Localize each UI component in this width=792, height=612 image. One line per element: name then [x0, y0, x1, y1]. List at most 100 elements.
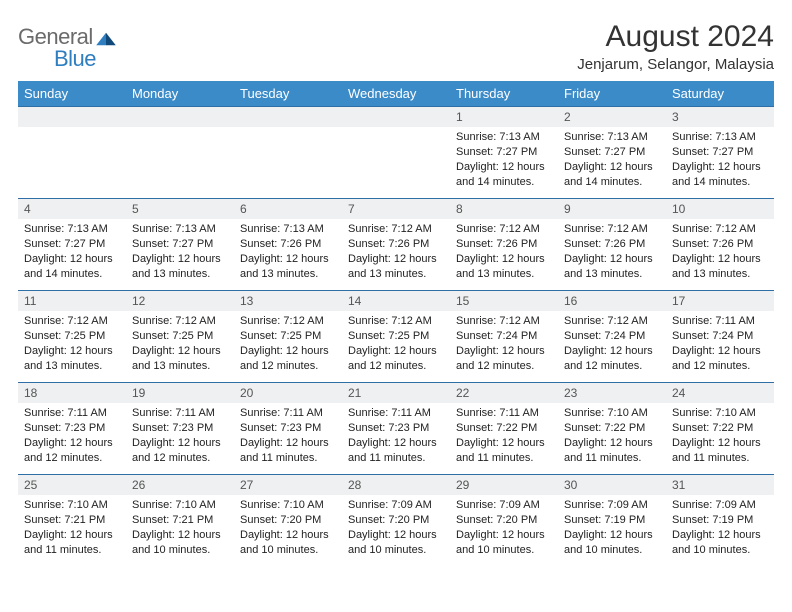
daylight-line: Daylight: 12 hours and 11 minutes. [348, 436, 444, 466]
sunset-line: Sunset: 7:20 PM [240, 513, 336, 528]
sunset-line: Sunset: 7:23 PM [348, 421, 444, 436]
daylight-line: Daylight: 12 hours and 13 minutes. [564, 252, 660, 282]
day-content: Sunrise: 7:10 AMSunset: 7:22 PMDaylight:… [558, 403, 666, 471]
sunrise-line: Sunrise: 7:10 AM [24, 498, 120, 513]
day-content: Sunrise: 7:12 AMSunset: 7:25 PMDaylight:… [342, 311, 450, 379]
day-cell: 15Sunrise: 7:12 AMSunset: 7:24 PMDayligh… [450, 291, 558, 383]
day-number: 28 [342, 475, 450, 495]
day-cell: 11Sunrise: 7:12 AMSunset: 7:25 PMDayligh… [18, 291, 126, 383]
daylight-line: Daylight: 12 hours and 11 minutes. [564, 436, 660, 466]
sunset-line: Sunset: 7:21 PM [24, 513, 120, 528]
day-cell: 30Sunrise: 7:09 AMSunset: 7:19 PMDayligh… [558, 475, 666, 567]
sunrise-line: Sunrise: 7:12 AM [132, 314, 228, 329]
day-content: Sunrise: 7:13 AMSunset: 7:27 PMDaylight:… [450, 127, 558, 195]
day-content: Sunrise: 7:11 AMSunset: 7:23 PMDaylight:… [342, 403, 450, 471]
empty-day [126, 107, 234, 127]
day-cell [126, 107, 234, 199]
daylight-line: Daylight: 12 hours and 12 minutes. [456, 344, 552, 374]
day-cell: 10Sunrise: 7:12 AMSunset: 7:26 PMDayligh… [666, 199, 774, 291]
day-number: 12 [126, 291, 234, 311]
day-number: 29 [450, 475, 558, 495]
sunset-line: Sunset: 7:27 PM [456, 145, 552, 160]
sunset-line: Sunset: 7:20 PM [456, 513, 552, 528]
logo: GeneralBlue [18, 24, 117, 72]
day-cell: 2Sunrise: 7:13 AMSunset: 7:27 PMDaylight… [558, 107, 666, 199]
day-number: 20 [234, 383, 342, 403]
day-cell: 5Sunrise: 7:13 AMSunset: 7:27 PMDaylight… [126, 199, 234, 291]
sunset-line: Sunset: 7:27 PM [564, 145, 660, 160]
day-cell: 31Sunrise: 7:09 AMSunset: 7:19 PMDayligh… [666, 475, 774, 567]
daylight-line: Daylight: 12 hours and 11 minutes. [24, 528, 120, 558]
day-cell: 3Sunrise: 7:13 AMSunset: 7:27 PMDaylight… [666, 107, 774, 199]
sunrise-line: Sunrise: 7:12 AM [456, 222, 552, 237]
sunset-line: Sunset: 7:27 PM [672, 145, 768, 160]
day-number: 11 [18, 291, 126, 311]
sunset-line: Sunset: 7:27 PM [132, 237, 228, 252]
day-content: Sunrise: 7:11 AMSunset: 7:23 PMDaylight:… [234, 403, 342, 471]
sunset-line: Sunset: 7:24 PM [456, 329, 552, 344]
day-cell: 19Sunrise: 7:11 AMSunset: 7:23 PMDayligh… [126, 383, 234, 475]
sunrise-line: Sunrise: 7:09 AM [348, 498, 444, 513]
sunrise-line: Sunrise: 7:12 AM [564, 222, 660, 237]
sunset-line: Sunset: 7:19 PM [564, 513, 660, 528]
day-number: 16 [558, 291, 666, 311]
sunrise-line: Sunrise: 7:10 AM [564, 406, 660, 421]
empty-day [234, 107, 342, 127]
day-content: Sunrise: 7:12 AMSunset: 7:24 PMDaylight:… [450, 311, 558, 379]
daylight-line: Daylight: 12 hours and 14 minutes. [456, 160, 552, 190]
day-number: 9 [558, 199, 666, 219]
sunset-line: Sunset: 7:25 PM [348, 329, 444, 344]
day-number: 22 [450, 383, 558, 403]
day-cell: 7Sunrise: 7:12 AMSunset: 7:26 PMDaylight… [342, 199, 450, 291]
daylight-line: Daylight: 12 hours and 13 minutes. [132, 252, 228, 282]
calendar-week-row: 18Sunrise: 7:11 AMSunset: 7:23 PMDayligh… [18, 383, 774, 475]
daylight-line: Daylight: 12 hours and 13 minutes. [672, 252, 768, 282]
daylight-line: Daylight: 12 hours and 11 minutes. [456, 436, 552, 466]
day-content: Sunrise: 7:13 AMSunset: 7:27 PMDaylight:… [126, 219, 234, 287]
sunset-line: Sunset: 7:24 PM [672, 329, 768, 344]
daylight-line: Daylight: 12 hours and 14 minutes. [672, 160, 768, 190]
sunset-line: Sunset: 7:24 PM [564, 329, 660, 344]
header: GeneralBlue August 2024 Jenjarum, Selang… [18, 20, 774, 73]
sunset-line: Sunset: 7:27 PM [24, 237, 120, 252]
sunrise-line: Sunrise: 7:13 AM [24, 222, 120, 237]
day-number: 23 [558, 383, 666, 403]
calendar-table: Sunday Monday Tuesday Wednesday Thursday… [18, 81, 774, 567]
sunrise-line: Sunrise: 7:12 AM [672, 222, 768, 237]
day-cell: 28Sunrise: 7:09 AMSunset: 7:20 PMDayligh… [342, 475, 450, 567]
sunrise-line: Sunrise: 7:10 AM [240, 498, 336, 513]
daylight-line: Daylight: 12 hours and 10 minutes. [564, 528, 660, 558]
sunset-line: Sunset: 7:22 PM [456, 421, 552, 436]
day-cell: 24Sunrise: 7:10 AMSunset: 7:22 PMDayligh… [666, 383, 774, 475]
sunrise-line: Sunrise: 7:11 AM [348, 406, 444, 421]
title-block: August 2024 Jenjarum, Selangor, Malaysia [577, 20, 774, 73]
sunset-line: Sunset: 7:25 PM [24, 329, 120, 344]
empty-day [18, 107, 126, 127]
day-number: 6 [234, 199, 342, 219]
day-number: 4 [18, 199, 126, 219]
day-content: Sunrise: 7:09 AMSunset: 7:19 PMDaylight:… [558, 495, 666, 563]
day-cell: 22Sunrise: 7:11 AMSunset: 7:22 PMDayligh… [450, 383, 558, 475]
sunrise-line: Sunrise: 7:12 AM [348, 314, 444, 329]
calendar-body: 1Sunrise: 7:13 AMSunset: 7:27 PMDaylight… [18, 107, 774, 567]
sunrise-line: Sunrise: 7:13 AM [564, 130, 660, 145]
day-cell: 17Sunrise: 7:11 AMSunset: 7:24 PMDayligh… [666, 291, 774, 383]
day-number: 17 [666, 291, 774, 311]
day-cell: 9Sunrise: 7:12 AMSunset: 7:26 PMDaylight… [558, 199, 666, 291]
day-number: 21 [342, 383, 450, 403]
day-number: 25 [18, 475, 126, 495]
dow-wednesday: Wednesday [342, 81, 450, 107]
day-number: 8 [450, 199, 558, 219]
sunrise-line: Sunrise: 7:09 AM [564, 498, 660, 513]
daylight-line: Daylight: 12 hours and 10 minutes. [132, 528, 228, 558]
daylight-line: Daylight: 12 hours and 10 minutes. [672, 528, 768, 558]
day-number: 14 [342, 291, 450, 311]
calendar-week-row: 25Sunrise: 7:10 AMSunset: 7:21 PMDayligh… [18, 475, 774, 567]
day-content: Sunrise: 7:12 AMSunset: 7:26 PMDaylight:… [450, 219, 558, 287]
day-content: Sunrise: 7:13 AMSunset: 7:27 PMDaylight:… [558, 127, 666, 195]
day-content: Sunrise: 7:12 AMSunset: 7:26 PMDaylight:… [342, 219, 450, 287]
day-number: 5 [126, 199, 234, 219]
day-cell: 4Sunrise: 7:13 AMSunset: 7:27 PMDaylight… [18, 199, 126, 291]
day-content: Sunrise: 7:12 AMSunset: 7:26 PMDaylight:… [666, 219, 774, 287]
sunset-line: Sunset: 7:23 PM [240, 421, 336, 436]
